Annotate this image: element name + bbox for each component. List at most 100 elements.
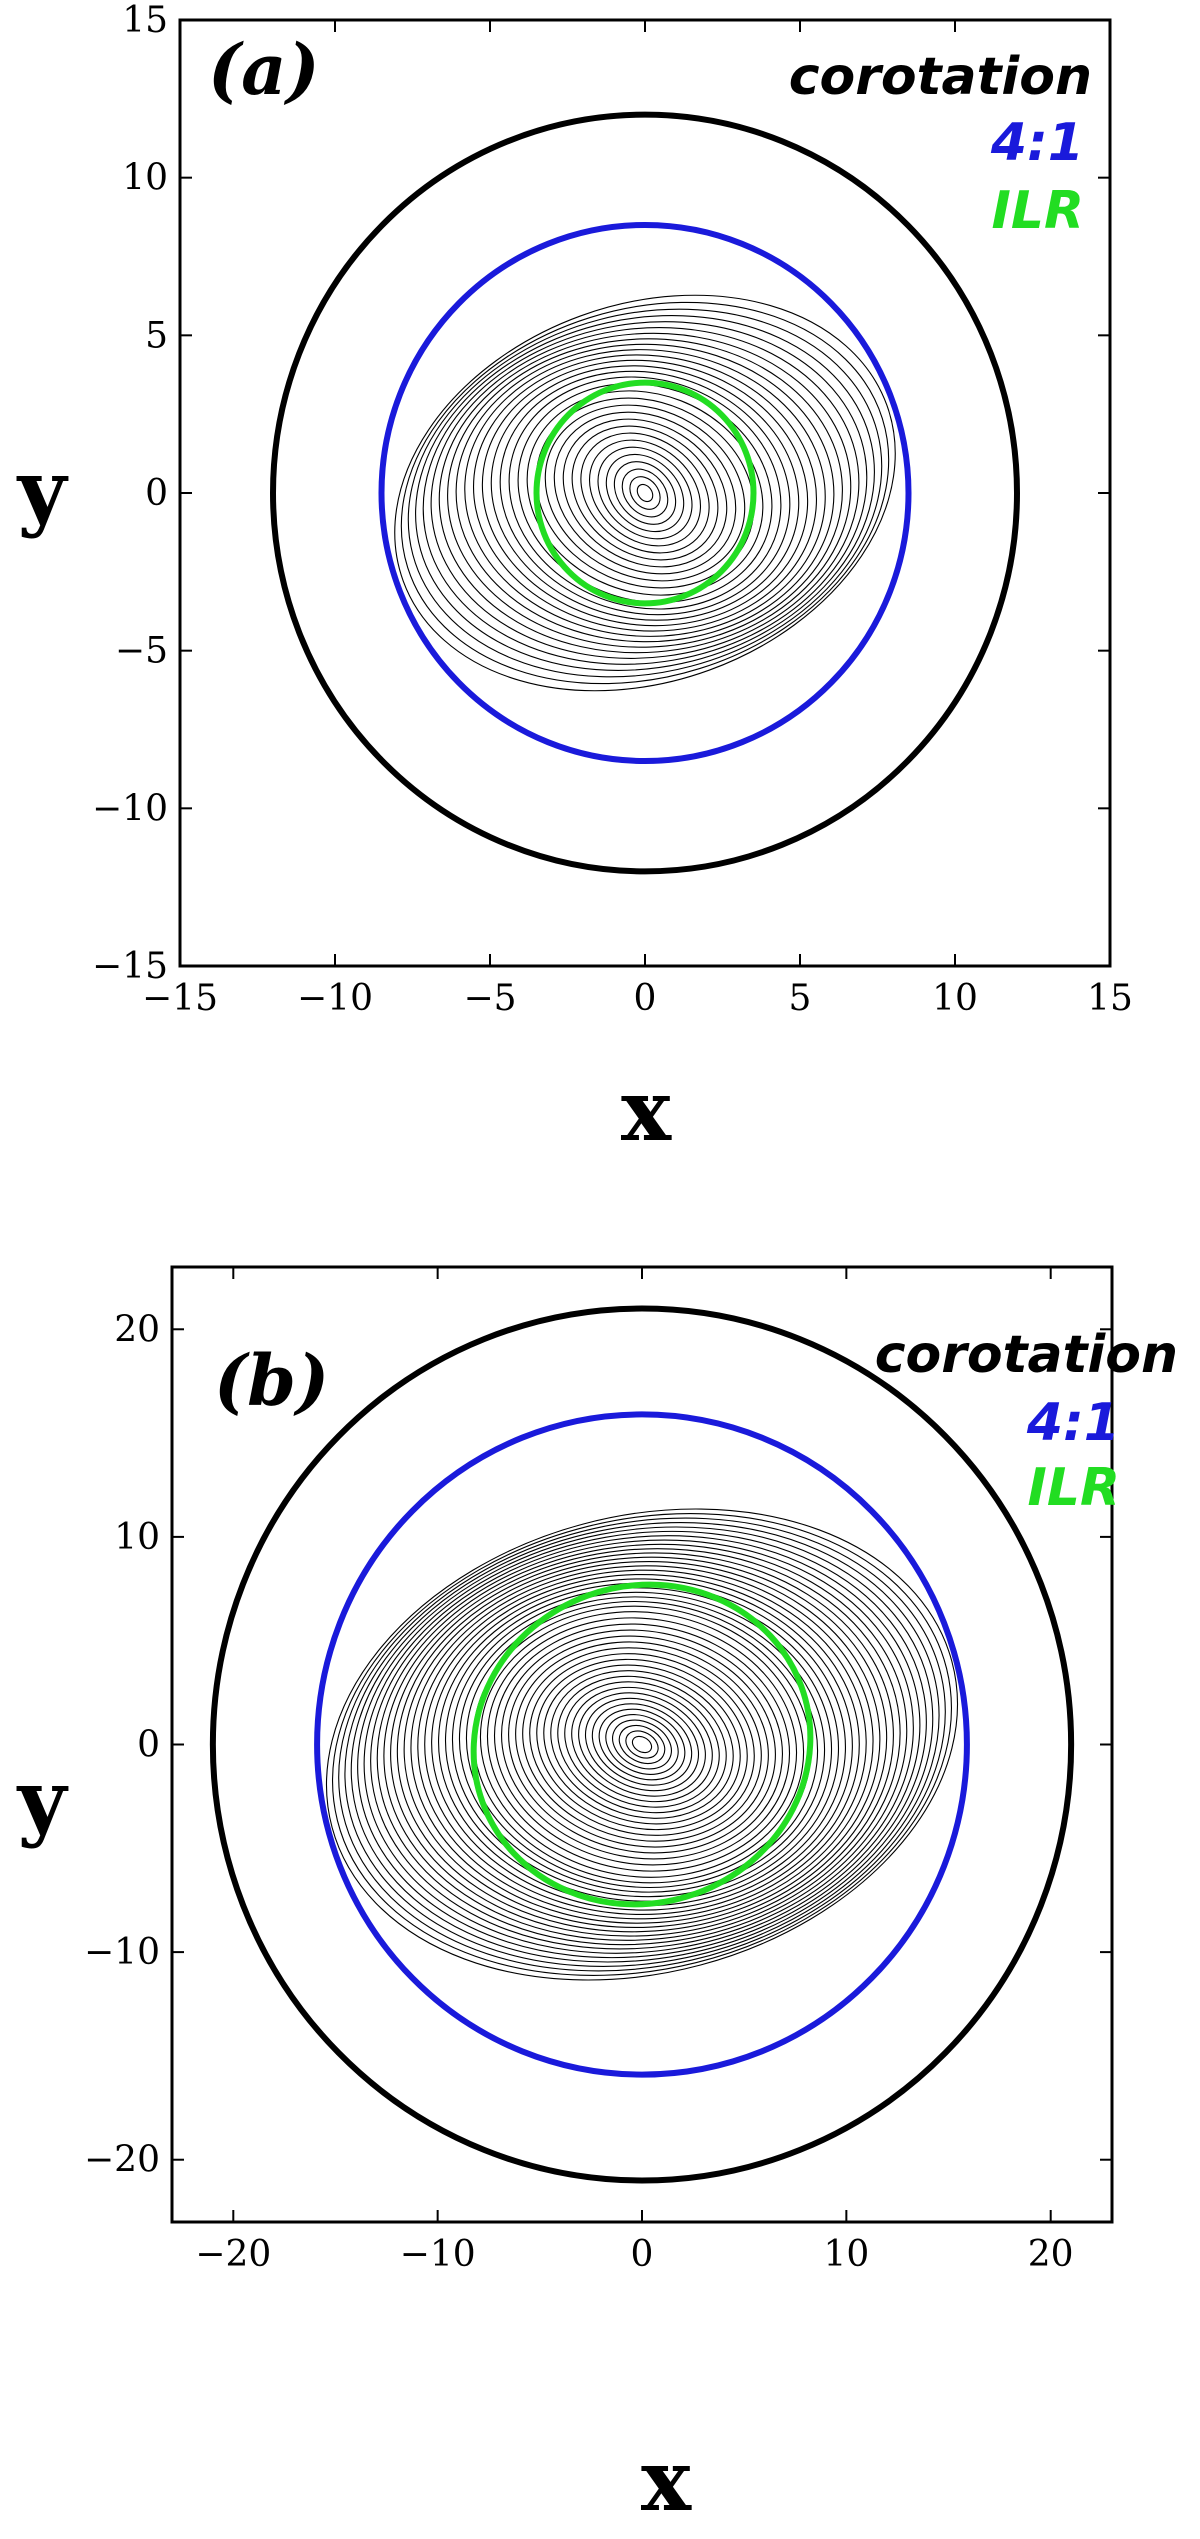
orbit-41 xyxy=(357,1530,927,1959)
x-tick-label: 10 xyxy=(932,978,978,1019)
plot-frame-a xyxy=(178,18,1112,968)
orbit-family-a xyxy=(394,294,896,692)
orbit-38 xyxy=(376,1543,908,1946)
y-tick-label: −10 xyxy=(84,1932,160,1973)
orbit-21 xyxy=(493,1623,791,1866)
x-tick-label: −20 xyxy=(195,2234,271,2275)
x-tick-label: −15 xyxy=(142,978,218,1019)
orbit-3 xyxy=(618,1724,666,1765)
y-tick-label: 10 xyxy=(122,158,168,199)
x-tick-label: −10 xyxy=(297,978,373,1019)
orbit-46 xyxy=(325,1508,959,1981)
orbit-6 xyxy=(597,446,693,540)
corotation-circle xyxy=(270,111,1020,875)
x-tick-label: −10 xyxy=(400,2234,476,2275)
y-tick-label: 5 xyxy=(145,315,168,356)
orbit-12 xyxy=(544,404,746,582)
y-axis-label-a: y xyxy=(16,441,69,540)
y-tick-label: −15 xyxy=(92,946,168,987)
orbit-33 xyxy=(410,1565,874,1924)
orbit-21 xyxy=(464,349,826,637)
orbit-19 xyxy=(508,1635,776,1854)
orbit-5 xyxy=(605,453,685,533)
orbit-12 xyxy=(557,1675,727,1814)
panel-b: −20 −10 0 10 20 −20 −10 0 10 20 (b) corotation 4:… xyxy=(16,1265,1178,2530)
orbit-10 xyxy=(562,418,728,568)
orbit-1 xyxy=(631,1735,653,1754)
orbit-17 xyxy=(499,370,791,616)
orbit-16 xyxy=(508,376,782,610)
x-axis-label-b: x xyxy=(641,2431,692,2530)
orbit-15 xyxy=(517,383,773,603)
orbit-17 xyxy=(522,1647,762,1842)
orbit-45 xyxy=(332,1513,952,1976)
orbit-19 xyxy=(481,359,809,627)
orbit-34 xyxy=(403,1560,881,1929)
orbit-20 xyxy=(472,354,818,632)
orbit-11 xyxy=(564,1681,720,1808)
orbit-15 xyxy=(536,1658,748,1831)
orbit-23 xyxy=(479,1611,805,1878)
y-tick-label: 15 xyxy=(122,0,168,41)
panel-label-a: (a) xyxy=(208,28,320,111)
ticks-a: −15 −10 −5 0 5 10 15 −15 −10 −5 0 5 10 15 xyxy=(92,0,1133,1019)
orbit-18 xyxy=(490,365,800,621)
y-tick-label: 10 xyxy=(114,1517,160,1558)
legend-4to1-a: 4:1 xyxy=(990,113,1084,173)
orbit-18 xyxy=(515,1641,769,1848)
x-axis-label-a: x xyxy=(621,1061,672,1160)
orbit-13 xyxy=(535,397,755,589)
orbit-2 xyxy=(629,476,661,510)
y-tick-label: 0 xyxy=(137,1725,160,1766)
orbit-4 xyxy=(613,461,677,525)
y-tick-label: 20 xyxy=(114,1309,160,1350)
orbit-29 xyxy=(400,301,890,685)
orbit-7 xyxy=(588,439,702,547)
orbit-30 xyxy=(394,294,896,692)
ilr-circle xyxy=(470,1581,814,1908)
x-tick-label: 0 xyxy=(634,978,657,1019)
orbit-36 xyxy=(390,1552,894,1937)
orbit-35 xyxy=(396,1556,888,1933)
orbit-7 xyxy=(591,1703,693,1786)
legend-corotation-a: corotation xyxy=(789,47,1092,107)
y-tick-label: 0 xyxy=(145,473,168,514)
orbit-25 xyxy=(430,327,860,659)
x-tick-label: 15 xyxy=(1087,978,1133,1019)
orbit-family-b xyxy=(325,1508,959,1981)
orbit-37 xyxy=(383,1548,901,1941)
orbit-42 xyxy=(350,1526,934,1963)
orbit-40 xyxy=(363,1535,921,1954)
legend-ilr-b: ILR xyxy=(1027,1458,1120,1518)
orbit-30 xyxy=(431,1578,853,1911)
x-tick-label: −5 xyxy=(463,978,516,1019)
orbit-31 xyxy=(424,1573,860,1916)
resonance-circles-b xyxy=(209,1305,1075,2184)
orbit-4 xyxy=(612,1719,672,1770)
orbit-27 xyxy=(415,315,875,671)
orbit-28 xyxy=(444,1587,840,1902)
orbit-23 xyxy=(447,338,843,648)
legend-4to1-b: 4:1 xyxy=(1026,1393,1120,1453)
orbit-26 xyxy=(458,1596,826,1893)
orbit-44 xyxy=(338,1517,946,1972)
orbit-43 xyxy=(344,1522,940,1967)
4to1-circle xyxy=(314,1411,970,2078)
y-tick-label: −20 xyxy=(84,2140,160,2181)
orbit-8 xyxy=(584,1697,700,1792)
orbit-32 xyxy=(417,1569,867,1920)
orbit-26 xyxy=(422,321,868,665)
y-tick-label: −5 xyxy=(115,631,168,672)
legend-corotation-b: corotation xyxy=(875,1325,1178,1385)
x-tick-label: 0 xyxy=(631,2234,654,2275)
orbit-24 xyxy=(438,332,852,654)
orbit-20 xyxy=(501,1629,783,1860)
x-tick-label: 10 xyxy=(823,2234,869,2275)
x-tick-label: 20 xyxy=(1028,2234,1074,2275)
orbit-6 xyxy=(598,1708,686,1781)
orbit-39 xyxy=(370,1539,914,1950)
orbit-8 xyxy=(580,432,710,554)
y-axis-label-b: y xyxy=(16,1751,69,1850)
orbit-25 xyxy=(465,1600,819,1889)
